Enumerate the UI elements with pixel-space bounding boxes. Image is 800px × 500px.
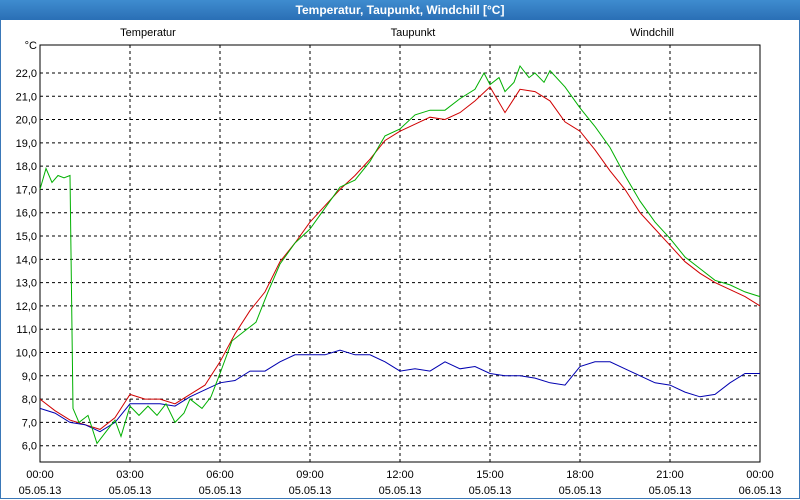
window-title: Temperatur, Taupunkt, Windchill [°C] [0, 0, 800, 20]
x-tick-time: 00:00 [746, 469, 774, 481]
y-tick-label: 7,0 [22, 417, 37, 429]
y-tick-label: 10,0 [16, 348, 37, 360]
y-tick-label: 17,0 [16, 184, 37, 196]
y-tick-label: 12,0 [16, 301, 37, 313]
y-tick-label: 8,0 [22, 394, 37, 406]
y-tick-label: 13,0 [16, 278, 37, 290]
y-tick-label: 19,0 [16, 138, 37, 150]
y-tick-label: 16,0 [16, 208, 37, 220]
legend-windchill: Windchill [630, 27, 674, 39]
x-tick-date: 05.05.13 [19, 485, 62, 497]
x-tick-date: 05.05.13 [649, 485, 692, 497]
legend-taupunkt: Taupunkt [391, 27, 436, 39]
y-tick-label: 22,0 [16, 68, 37, 80]
x-tick-time: 18:00 [566, 469, 594, 481]
x-tick-time: 00:00 [26, 469, 54, 481]
x-tick-time: 21:00 [656, 469, 684, 481]
x-tick-time: 15:00 [476, 469, 504, 481]
x-tick-time: 03:00 [116, 469, 144, 481]
y-tick-label: 20,0 [16, 115, 37, 127]
y-tick-label: 15,0 [16, 231, 37, 243]
x-tick-date: 05.05.13 [289, 485, 332, 497]
x-tick-date: 05.05.13 [199, 485, 242, 497]
x-tick-time: 12:00 [386, 469, 414, 481]
y-tick-label: 14,0 [16, 254, 37, 266]
series-line-windchill [39, 64, 761, 445]
x-tick-date: 05.05.13 [109, 485, 152, 497]
y-axis-unit: °C [25, 40, 37, 52]
y-tick-label: 6,0 [22, 441, 37, 453]
legend-temperatur: Temperatur [120, 27, 176, 39]
x-tick-time: 09:00 [296, 469, 324, 481]
series-line-temperatur [39, 86, 761, 430]
x-tick-date: 05.05.13 [469, 485, 512, 497]
y-tick-label: 21,0 [16, 91, 37, 103]
x-tick-time: 06:00 [206, 469, 234, 481]
y-tick-label: 11,0 [16, 324, 37, 336]
y-tick-label: 18,0 [16, 161, 37, 173]
series-line-taupunkt [39, 349, 760, 433]
y-tick-label: 9,0 [22, 371, 37, 383]
x-tick-date: 05.05.13 [559, 485, 602, 497]
x-tick-date: 06.05.13 [739, 485, 782, 497]
x-tick-date: 05.05.13 [379, 485, 422, 497]
